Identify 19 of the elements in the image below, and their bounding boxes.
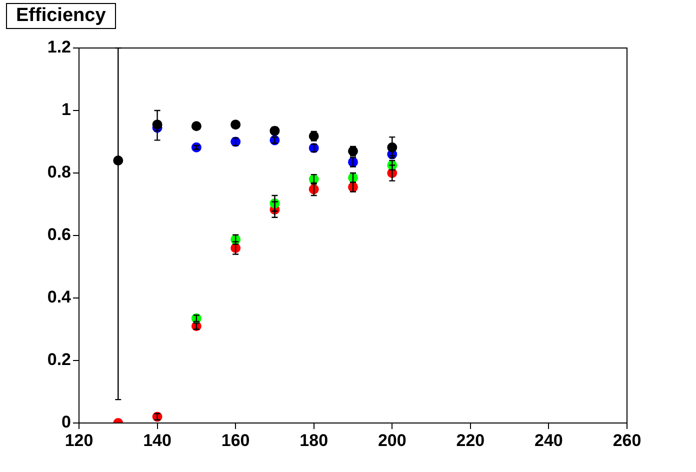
y-tick-label: 1.2 — [47, 38, 71, 57]
x-tick-label: 200 — [378, 430, 406, 450]
chart-title: Efficiency — [6, 3, 116, 29]
x-tick-label: 160 — [221, 430, 250, 450]
x-tick-label: 180 — [300, 430, 328, 450]
y-tick-label: 0.4 — [47, 288, 72, 307]
y-tick-label: 0 — [62, 412, 71, 432]
x-tick-label: 120 — [64, 430, 94, 450]
x-tick-label: 240 — [534, 430, 563, 450]
x-tick-label: 220 — [456, 430, 485, 450]
x-tick-label: 260 — [612, 430, 642, 450]
y-tick-label: 1 — [62, 100, 71, 120]
y-tick-label: 0.6 — [47, 225, 71, 244]
x-tick-label: 140 — [143, 430, 172, 450]
point — [191, 142, 202, 152]
point — [230, 120, 241, 130]
y-tick-label: 0.8 — [47, 162, 71, 182]
point — [191, 121, 202, 132]
y-tick-label: 0.2 — [47, 350, 71, 370]
